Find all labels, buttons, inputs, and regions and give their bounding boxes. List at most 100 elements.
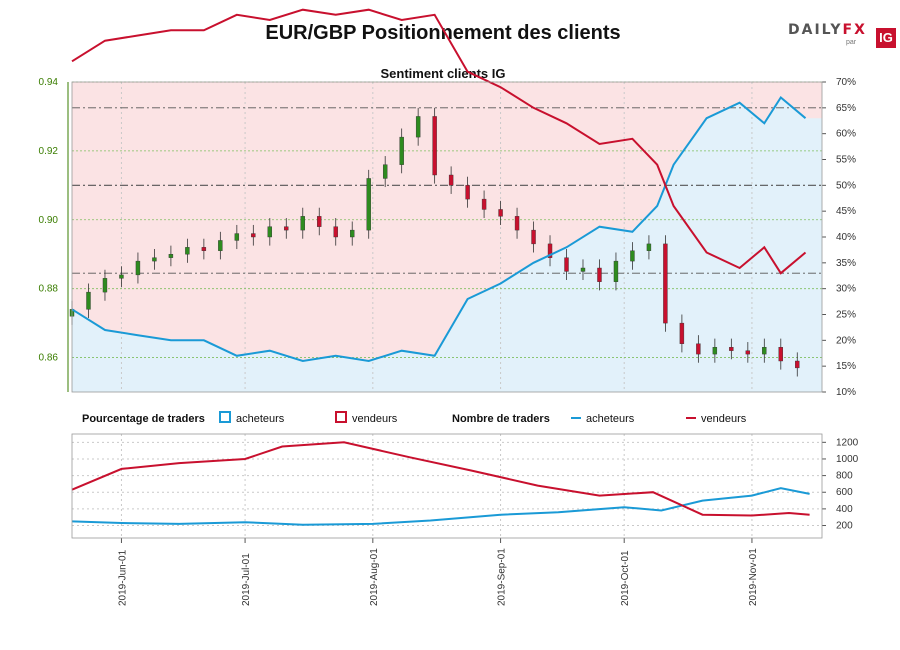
pct-tick-label: 15% [836, 361, 856, 372]
x-tick-label: 2019-Nov-01 [748, 548, 759, 606]
price-candle [234, 233, 240, 241]
price-candle [498, 209, 503, 217]
price-candle [201, 247, 207, 251]
price-candle [267, 226, 273, 238]
price-candle [284, 226, 289, 231]
price-candle [382, 164, 388, 179]
pct-tick-label: 60% [836, 129, 856, 140]
pct-tick-label: 35% [836, 258, 856, 269]
price-candle [333, 226, 338, 238]
price-candle [547, 243, 553, 258]
price-candle [102, 278, 108, 293]
chart-title: Sentiment clients IG [381, 66, 506, 81]
logo-word-daily: DAILY [788, 22, 843, 38]
price-candle [795, 360, 800, 369]
price-candle [696, 343, 701, 355]
legend-buyers-label: acheteurs [236, 413, 285, 425]
buyers-count-line [71, 487, 810, 526]
legend-pct-label: Pourcentage de traders [82, 413, 205, 425]
price-candle [86, 291, 91, 310]
price-candle [415, 116, 421, 138]
count-tick-label: 600 [836, 487, 853, 498]
count-tick-label: 800 [836, 471, 853, 482]
price-candle [712, 347, 718, 355]
price-candle [679, 322, 685, 344]
sellers-pct-line [71, 8, 807, 275]
price-candle [119, 274, 124, 279]
count-tick-label: 1000 [836, 454, 859, 465]
price-candle [300, 216, 305, 231]
pct-tick-label: 30% [836, 284, 856, 295]
price-candle [778, 347, 783, 362]
logo-word-fx: FX [842, 22, 867, 38]
count-tick-label: 200 [836, 521, 853, 532]
price-candle [745, 350, 751, 355]
x-tick-label: 2019-Jun-01 [117, 549, 128, 606]
price-candle [597, 267, 602, 282]
price-tick-label: 0.92 [39, 146, 59, 157]
price-candle [663, 243, 668, 324]
legend-sellers-label: vendeurs [352, 413, 398, 425]
x-tick-label: 2019-Sep-01 [497, 548, 508, 606]
price-candle [152, 257, 157, 262]
price-candle [185, 247, 190, 255]
logo-par: par [846, 39, 857, 46]
pct-tick-label: 10% [836, 387, 856, 398]
legend-buyers2-label: acheteurs [586, 413, 635, 425]
price-candle [135, 260, 141, 276]
price-tick-label: 0.94 [39, 77, 59, 88]
legend: Pourcentage de traders acheteurs vendeur… [82, 411, 747, 425]
pct-tick-label: 55% [836, 155, 856, 166]
page-title: EUR/GBP Positionnement des clients [265, 22, 621, 44]
trader-count-panel: 2019-Jun-01 2019-Jul-01 2019-Aug-01 2019-Se… [71, 433, 859, 606]
price-candle [465, 185, 470, 200]
price-candle [399, 136, 404, 165]
count-tick-label: 1200 [836, 437, 859, 448]
price-candle [564, 257, 569, 272]
legend-sellers2-label: vendeurs [701, 413, 747, 425]
pct-tick-label: 50% [836, 180, 856, 191]
buyers-area [72, 97, 822, 392]
pct-tick-label: 40% [836, 232, 856, 243]
pct-tick-label: 20% [836, 335, 856, 346]
count-tick-label: 400 [836, 504, 853, 515]
sellers-count-line [71, 441, 810, 517]
x-tick-label: 2019-Aug-01 [369, 548, 380, 606]
plot-frame [71, 81, 823, 393]
dailyfx-logo: DAILYFX par IG [788, 22, 898, 50]
price-candle [366, 178, 371, 231]
price-tick-label: 0.86 [39, 353, 59, 364]
pct-tick-label: 70% [836, 77, 856, 88]
plot-frame [71, 433, 823, 539]
price-candle [251, 233, 256, 238]
pct-tick-label: 45% [836, 206, 856, 217]
price-tick-label: 0.88 [39, 284, 59, 295]
price-candle [613, 260, 619, 282]
price-candle [350, 229, 355, 238]
price-candle [630, 250, 635, 262]
pct-tick-label: 25% [836, 310, 856, 321]
x-tick-label: 2019-Jul-01 [241, 553, 252, 606]
price-candle [448, 174, 454, 186]
x-tick-label: 2019-Oct-01 [620, 550, 631, 606]
legend-buyers-box-icon [219, 411, 231, 423]
price-candle [218, 240, 223, 251]
price-candle [317, 216, 322, 227]
price-candle [580, 267, 586, 272]
buyers-pct-line [71, 96, 807, 363]
price-candle [432, 116, 437, 176]
price-tick-label: 0.90 [39, 215, 59, 226]
price-candle [514, 216, 520, 231]
price-sentiment-panel: 0.94 0.92 0.90 0.88 0.86 70% 65% 60% 55% 50% 45% 40… [39, 8, 856, 398]
price-candle [168, 254, 174, 258]
price-candle [646, 243, 652, 251]
price-candle [531, 229, 536, 245]
price-candle [481, 198, 487, 210]
price-candle [762, 347, 767, 355]
legend-sellers-box-icon [335, 411, 347, 423]
legend-count-label: Nombre de traders [452, 413, 550, 425]
ig-logo-icon: IG [876, 28, 896, 48]
pct-tick-label: 65% [836, 103, 856, 114]
price-candle [729, 347, 734, 351]
